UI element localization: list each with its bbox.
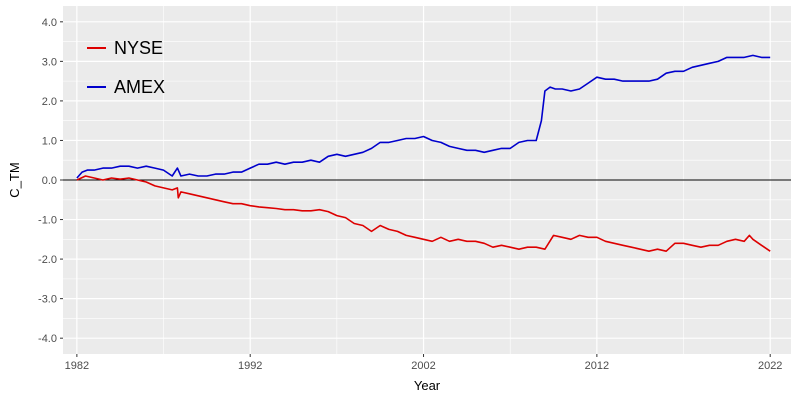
- legend-label-amex: AMEX: [114, 77, 165, 97]
- series-layer: [76, 54, 771, 252]
- y-tick-label: 4.0: [42, 17, 57, 29]
- y-tick-label: 0.0: [42, 175, 57, 187]
- x-tick-label: 1982: [65, 360, 89, 372]
- y-axis: 4.0 3.0 2.0 1.0 0.0 -1.0 -2.0 -3.0 -4.0: [38, 17, 63, 345]
- y-tick-label: -2.0: [38, 254, 57, 266]
- y-tick-label: 3.0: [42, 56, 57, 68]
- legend-label-nyse: NYSE: [114, 38, 163, 58]
- y-tick-label: 1.0: [42, 135, 57, 147]
- x-axis: 1982 1992 2002 2012 2022: [65, 354, 782, 372]
- x-tick-label: 2002: [411, 360, 435, 372]
- x-tick-label: 2022: [758, 360, 782, 372]
- legend: NYSE AMEX: [87, 38, 165, 97]
- y-tick-label: 2.0: [42, 96, 57, 108]
- y-axis-title: C_TM: [7, 162, 22, 197]
- series-line-amex: [76, 54, 771, 179]
- x-tick-label: 1992: [238, 360, 262, 372]
- y-tick-label: -3.0: [38, 294, 57, 306]
- y-tick-label: -1.0: [38, 215, 57, 227]
- x-axis-title: Year: [414, 378, 441, 393]
- series-line-nyse: [76, 175, 771, 252]
- x-tick-label: 2012: [585, 360, 609, 372]
- y-tick-label: -4.0: [38, 333, 57, 345]
